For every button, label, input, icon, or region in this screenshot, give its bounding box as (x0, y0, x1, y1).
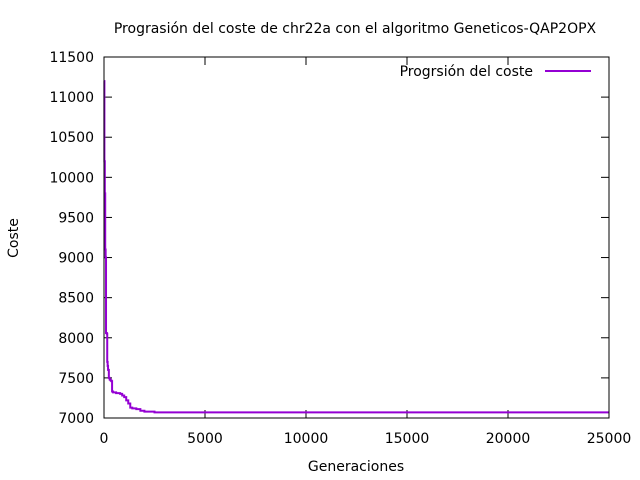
y-axis-title: Coste (6, 218, 22, 258)
series-line (103, 80, 609, 414)
y-tick-label: 8500 (58, 291, 94, 307)
y-tick-label: 9000 (58, 251, 94, 267)
y-tick-label: 8000 (58, 331, 94, 347)
x-tick-label: 15000 (385, 431, 430, 447)
x-axis-title: Generaciones (308, 459, 404, 475)
y-tick-label: 7500 (58, 371, 94, 387)
legend: Progrsión del coste (400, 64, 591, 80)
y-tick-label: 10500 (49, 130, 94, 146)
x-tick-label: 10000 (284, 431, 329, 447)
y-tick-label: 7000 (58, 411, 94, 427)
y-tick-label: 9500 (58, 210, 94, 226)
x-tick-label: 25000 (587, 431, 632, 447)
x-tick-label: 0 (100, 431, 109, 447)
x-tick-label: 20000 (486, 431, 531, 447)
plot-frame (103, 56, 610, 419)
legend-label: Progrsión del coste (400, 64, 533, 80)
series-layer (103, 80, 609, 414)
axis-ticks: 7000 7500 8000 8500 9000 9500 10000 10500 11000 1… (49, 50, 631, 447)
y-tick-label: 11500 (49, 50, 94, 66)
chart-title: Prograsión del coste de chr22a con el al… (114, 21, 597, 37)
y-tick-label: 11000 (49, 90, 94, 106)
x-tick-label: 5000 (187, 431, 223, 447)
y-tick-label: 10000 (49, 170, 94, 186)
